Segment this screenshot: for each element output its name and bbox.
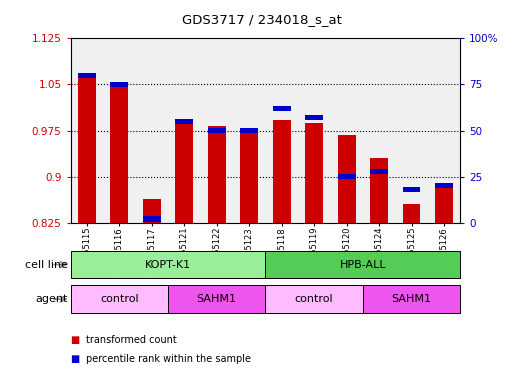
Bar: [338, 135, 356, 223]
Bar: [403, 204, 420, 223]
Text: SAHM1: SAHM1: [197, 294, 237, 304]
Bar: [143, 199, 161, 223]
Bar: [272, 120, 291, 223]
Bar: [71, 285, 168, 313]
Text: HPB-ALL: HPB-ALL: [339, 260, 386, 270]
Bar: [175, 119, 193, 124]
Bar: [78, 73, 96, 78]
Text: ■: ■: [71, 354, 80, 364]
Bar: [208, 128, 225, 133]
Bar: [71, 251, 266, 278]
Text: control: control: [295, 294, 334, 304]
Bar: [110, 82, 128, 87]
Bar: [435, 183, 453, 189]
Bar: [78, 75, 96, 223]
Bar: [175, 120, 193, 223]
Bar: [110, 86, 128, 223]
Bar: [266, 251, 460, 278]
Bar: [305, 115, 323, 120]
Text: agent: agent: [36, 294, 68, 304]
Text: ■: ■: [71, 335, 80, 345]
Text: control: control: [100, 294, 139, 304]
Bar: [305, 122, 323, 223]
Bar: [143, 217, 161, 222]
Bar: [208, 126, 225, 223]
Bar: [266, 285, 363, 313]
Bar: [370, 169, 388, 174]
Bar: [338, 174, 356, 179]
Text: percentile rank within the sample: percentile rank within the sample: [86, 354, 251, 364]
Bar: [403, 187, 420, 192]
Bar: [240, 131, 258, 223]
Bar: [272, 106, 291, 111]
Text: KOPT-K1: KOPT-K1: [145, 260, 191, 270]
Bar: [168, 285, 266, 313]
Text: GDS3717 / 234018_s_at: GDS3717 / 234018_s_at: [181, 13, 342, 26]
Text: SAHM1: SAHM1: [392, 294, 431, 304]
Bar: [240, 128, 258, 133]
Bar: [370, 158, 388, 223]
Text: cell line: cell line: [25, 260, 68, 270]
Bar: [363, 285, 460, 313]
Bar: [435, 184, 453, 223]
Text: transformed count: transformed count: [86, 335, 177, 345]
